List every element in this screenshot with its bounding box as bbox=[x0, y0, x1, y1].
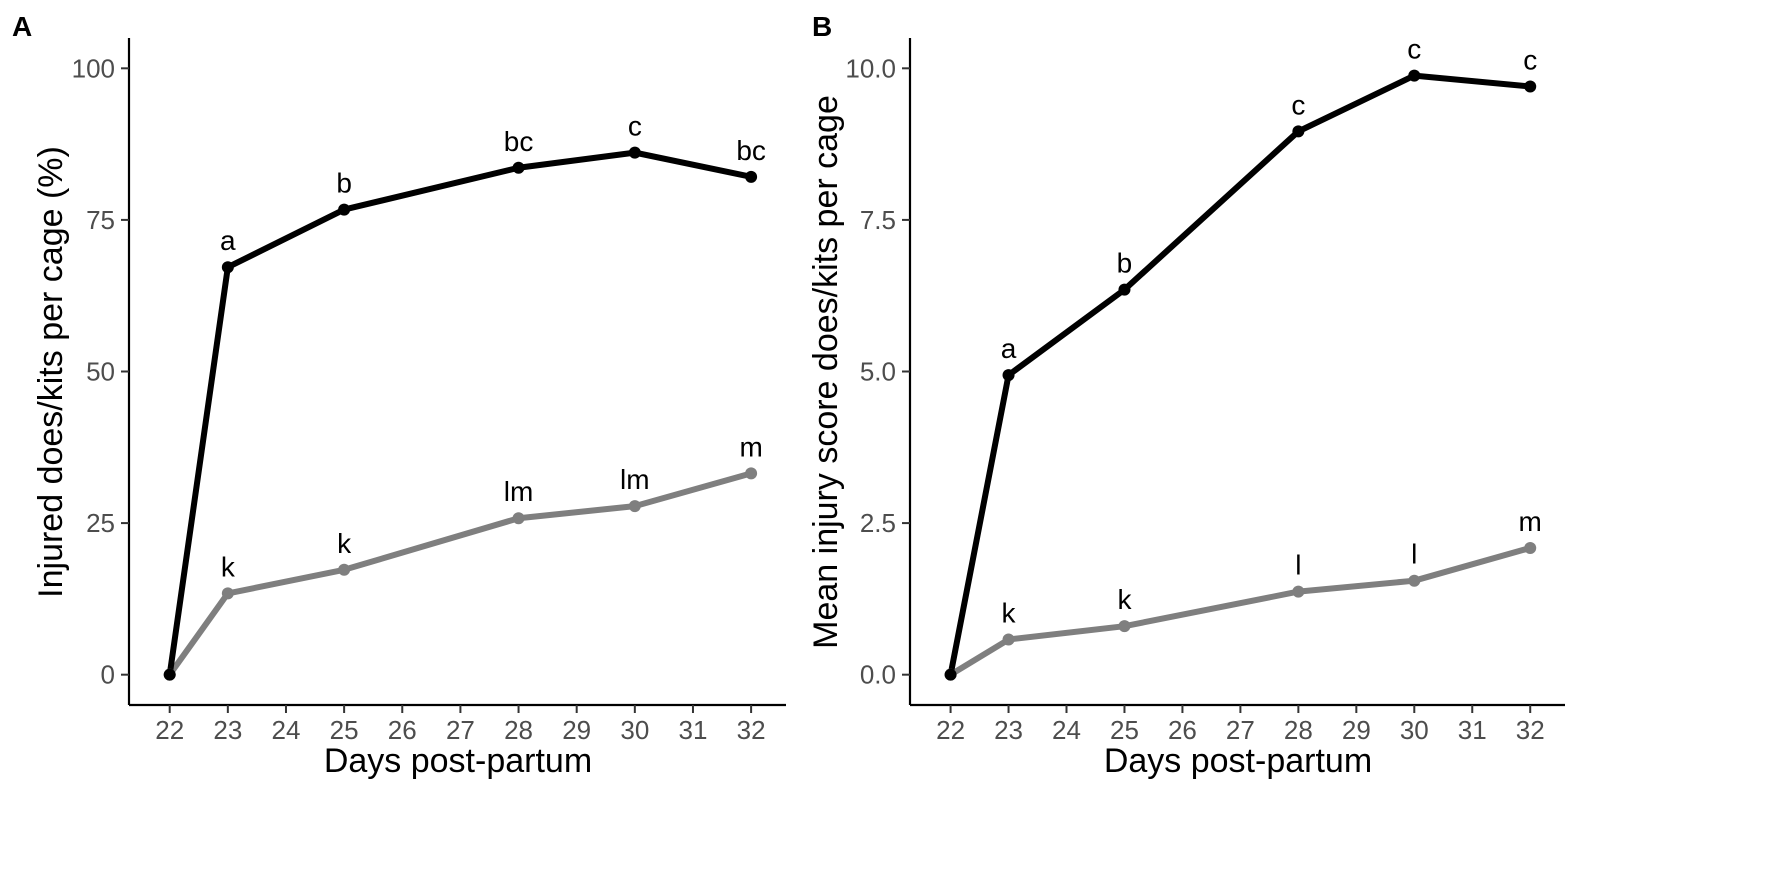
x-tick-label: 25 bbox=[330, 715, 359, 745]
x-tick-label: 28 bbox=[504, 715, 533, 745]
y-tick-label: 0 bbox=[101, 660, 115, 690]
significance-letter: c bbox=[1407, 34, 1421, 65]
series-line-black bbox=[166, 149, 755, 678]
significance-letter: bc bbox=[736, 135, 766, 166]
y-tick-label: 5.0 bbox=[860, 357, 896, 387]
x-tick-label: 22 bbox=[936, 715, 965, 745]
y-axis-title-a: Injured does/kits per cage (%) bbox=[32, 146, 70, 598]
data-point-black bbox=[163, 668, 176, 681]
x-tick-label: 25 bbox=[1110, 715, 1139, 745]
series-line-grey bbox=[947, 544, 1534, 678]
significance-letter: k bbox=[1117, 584, 1132, 615]
x-axis-title-a: Days post-partum bbox=[324, 742, 592, 780]
data-point-grey bbox=[1524, 541, 1537, 554]
data-point-black bbox=[1002, 369, 1015, 382]
significance-letter: l bbox=[1295, 550, 1301, 581]
x-tick-label: 27 bbox=[1226, 715, 1255, 745]
data-point-grey bbox=[221, 587, 234, 600]
data-point-black bbox=[1118, 283, 1131, 296]
data-point-black bbox=[628, 146, 641, 159]
series-line-grey bbox=[166, 470, 755, 678]
y-tick-label: 75 bbox=[86, 205, 115, 235]
significance-letter: b bbox=[1117, 248, 1133, 279]
x-tick-label: 24 bbox=[1052, 715, 1081, 745]
x-tick-label: 31 bbox=[1458, 715, 1487, 745]
significance-letter: c bbox=[1291, 89, 1305, 120]
series-line-black bbox=[947, 72, 1534, 678]
data-point-grey bbox=[1292, 585, 1305, 598]
data-point-grey bbox=[745, 467, 758, 480]
significance-letter: lm bbox=[504, 476, 534, 507]
panel-a: A Days post-partum Injured does/kits per… bbox=[12, 11, 786, 780]
plot-area-a: k k lm lm m a b bc c bc bbox=[163, 111, 766, 681]
significance-letter: lm bbox=[620, 464, 650, 495]
y-tick-label: 100 bbox=[72, 53, 115, 83]
data-point-black bbox=[1408, 69, 1421, 82]
y-tick-label: 0.0 bbox=[860, 660, 896, 690]
significance-letter: m bbox=[739, 431, 762, 462]
data-point-grey bbox=[1118, 620, 1131, 633]
data-point-black bbox=[221, 261, 234, 274]
ticks-a: 22 23 24 25 26 27 28 29 30 31 32 0 25 50 75 100 bbox=[72, 53, 766, 745]
significance-letter: k bbox=[221, 551, 236, 582]
significance-letter: a bbox=[220, 225, 236, 256]
significance-letter: k bbox=[337, 528, 352, 559]
ticks-b: 22 23 24 25 26 27 28 29 30 31 32 0.0 2.5 5.0 7.5 10.0 bbox=[845, 53, 1544, 745]
x-tick-label: 29 bbox=[562, 715, 591, 745]
x-tick-label: 26 bbox=[388, 715, 417, 745]
panel-label-b: B bbox=[812, 11, 832, 42]
data-point-black bbox=[745, 170, 758, 183]
x-tick-label: 31 bbox=[679, 715, 708, 745]
x-axis-title-b: Days post-partum bbox=[1104, 742, 1372, 780]
x-tick-label: 28 bbox=[1284, 715, 1313, 745]
data-point-grey bbox=[338, 563, 351, 576]
significance-letter: b bbox=[336, 168, 352, 199]
y-axis-title-b: Mean injury score does/kits per cage bbox=[807, 95, 845, 649]
significance-letter: c bbox=[1523, 45, 1537, 76]
significance-letter: k bbox=[1002, 598, 1017, 629]
x-tick-label: 23 bbox=[213, 715, 242, 745]
x-tick-label: 32 bbox=[1516, 715, 1545, 745]
y-tick-label: 50 bbox=[86, 357, 115, 387]
data-point-grey bbox=[628, 500, 641, 513]
data-point-black bbox=[1524, 80, 1537, 93]
y-tick-label: 25 bbox=[86, 508, 115, 538]
data-point-black bbox=[512, 161, 525, 174]
x-tick-label: 27 bbox=[446, 715, 475, 745]
y-tick-label: 2.5 bbox=[860, 508, 896, 538]
x-tick-label: 29 bbox=[1342, 715, 1371, 745]
significance-letter: a bbox=[1001, 333, 1017, 364]
data-point-grey bbox=[1002, 633, 1015, 646]
y-tick-label: 7.5 bbox=[860, 205, 896, 235]
x-tick-label: 22 bbox=[155, 715, 184, 745]
x-tick-label: 32 bbox=[737, 715, 766, 745]
significance-letter: l bbox=[1411, 539, 1417, 570]
significance-letter: m bbox=[1519, 506, 1542, 537]
x-tick-label: 30 bbox=[1400, 715, 1429, 745]
x-tick-label: 26 bbox=[1168, 715, 1197, 745]
significance-letter: bc bbox=[504, 126, 534, 157]
panel-b: B Days post-partum Mean injury score doe… bbox=[807, 11, 1565, 780]
significance-letter: c bbox=[628, 111, 642, 142]
data-point-black bbox=[1292, 125, 1305, 138]
panel-label-a: A bbox=[12, 11, 32, 42]
data-point-black bbox=[944, 668, 957, 681]
data-point-black bbox=[338, 203, 351, 216]
plot-area-b: k k l l m a b c c c bbox=[944, 34, 1542, 681]
x-tick-label: 24 bbox=[272, 715, 301, 745]
x-tick-label: 30 bbox=[620, 715, 649, 745]
data-point-grey bbox=[1408, 574, 1421, 587]
data-point-grey bbox=[512, 512, 525, 525]
x-tick-label: 23 bbox=[994, 715, 1023, 745]
y-tick-label: 10.0 bbox=[845, 53, 896, 83]
